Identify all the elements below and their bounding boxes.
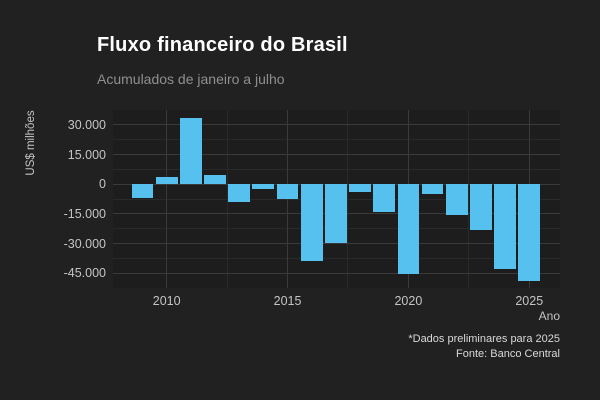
- bar-2022: [445, 184, 468, 215]
- bar-2011: [179, 117, 202, 185]
- chart-title: Fluxo financeiro do Brasil: [97, 34, 348, 56]
- bar-2015: [276, 184, 299, 199]
- bar-2012: [204, 175, 226, 185]
- bar-2024: [494, 184, 516, 270]
- chart-subtitle: Acumulados de janeiro a julho: [97, 71, 285, 87]
- gridline-minor-h: [113, 168, 560, 170]
- gridline-major-h: [113, 124, 560, 126]
- y-tick-label: -15.000: [63, 206, 106, 221]
- plot-panel: [113, 110, 560, 288]
- x-tick-label: 2020: [394, 294, 423, 308]
- gridline-minor-h: [113, 139, 560, 141]
- gridline-major-v: [166, 110, 168, 288]
- y-tick-label: 0: [99, 177, 106, 192]
- gridline-major-h: [113, 272, 560, 274]
- bar-2013: [228, 184, 251, 202]
- x-tick-label: 2025: [515, 294, 544, 308]
- gridline-minor-v: [347, 110, 349, 288]
- bar-2017: [324, 184, 347, 244]
- bar-2018: [349, 184, 371, 193]
- x-tick-label: 2010: [152, 294, 181, 308]
- y-tick-label: 15.000: [67, 147, 106, 162]
- caption-source: Fonte: Banco Central: [456, 348, 560, 360]
- gridline-minor-h: [113, 257, 560, 259]
- y-tick-label: -45.000: [63, 266, 106, 281]
- bar-2023: [470, 184, 492, 230]
- bar-2019: [373, 184, 396, 212]
- gridline-major-h: [113, 243, 560, 244]
- bar-2009: [131, 184, 154, 198]
- y-tick-label: -30.000: [63, 236, 106, 251]
- gridline-minor-v: [226, 110, 228, 288]
- y-tick-label: 30.000: [67, 117, 106, 132]
- caption-note: *Dados preliminares para 2025: [408, 333, 560, 345]
- bar-2025: [518, 184, 541, 282]
- x-axis-title: Ano: [538, 309, 560, 323]
- gridline-minor-h: [113, 287, 560, 288]
- bar-2016: [300, 184, 323, 262]
- bar-2014: [252, 184, 275, 190]
- bar-2020: [397, 184, 420, 275]
- gridline-major-v: [287, 110, 289, 288]
- x-tick-label: 2015: [273, 294, 302, 308]
- bar-2010: [155, 177, 178, 185]
- gridline-major-h: [113, 154, 560, 155]
- caption-block: *Dados preliminares para 2025 Fonte: Ban…: [408, 332, 560, 362]
- y-axis-title: US$ milhões: [25, 110, 37, 176]
- gridline-minor-v: [468, 110, 470, 288]
- bar-2021: [421, 184, 444, 195]
